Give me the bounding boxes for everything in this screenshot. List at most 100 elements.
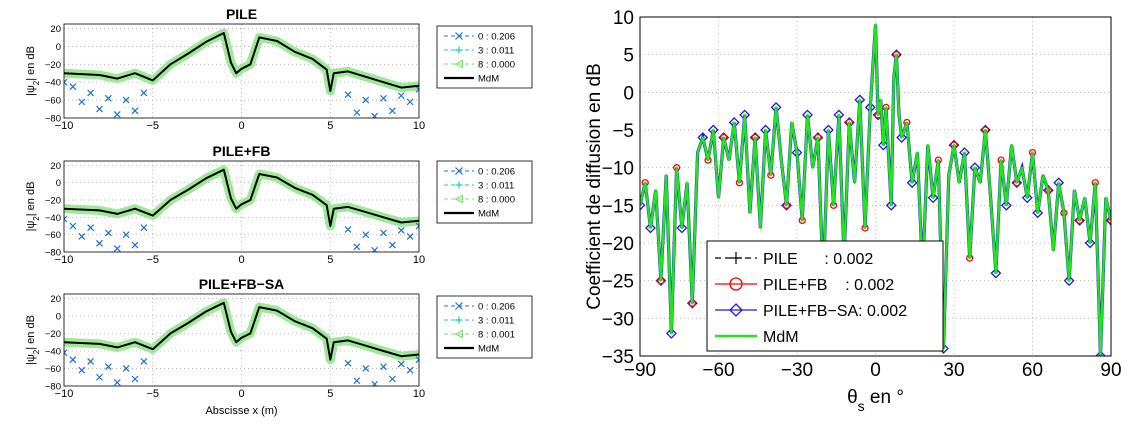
- legend-box: [706, 240, 944, 352]
- legend-marker: [455, 46, 463, 54]
- diamond-marker: [885, 199, 897, 211]
- y-tick-label: −80: [45, 382, 61, 393]
- x-tick-label: −60: [702, 360, 734, 381]
- series-0-marker: [113, 245, 121, 252]
- series-0-marker: [131, 241, 139, 249]
- legend-label: MdM: [763, 329, 799, 346]
- series-0-marker: [353, 243, 361, 251]
- series-0-marker: [380, 229, 387, 237]
- series-0-marker: [113, 379, 121, 386]
- y-tick-label: 20: [50, 161, 61, 172]
- y-tick-label: −35: [602, 347, 634, 368]
- x-tick-label: 30: [943, 360, 964, 381]
- series-0-marker: [96, 105, 103, 113]
- diamond-marker: [1063, 275, 1075, 287]
- diamond-marker: [906, 177, 918, 189]
- series-0-marker: [64, 78, 68, 86]
- x-tick-label: 5: [327, 388, 333, 400]
- series-0-marker: [140, 89, 148, 97]
- plot-area: [64, 298, 419, 386]
- series-0-marker: [362, 231, 370, 239]
- legend-label: 8 : 0.001: [478, 330, 515, 341]
- x-tick-label: 10: [413, 254, 425, 266]
- series-0-marker: [96, 239, 103, 247]
- y-tick-label: −40: [45, 213, 61, 224]
- legend-label: PILE+FB−SA: 0.002: [763, 303, 907, 320]
- legend-marker: [729, 277, 743, 291]
- series-mdm-line: [640, 23, 1111, 356]
- y-tick-label: 20: [50, 294, 61, 305]
- x-tick-label: −5: [146, 388, 159, 400]
- diamond-marker: [927, 192, 939, 204]
- y-tick-label: 0: [623, 83, 634, 104]
- legend-label: 8 : 0.000: [478, 195, 515, 206]
- x-tick-label: 5: [327, 120, 333, 132]
- legend-marker: [454, 194, 464, 204]
- panel-title: PILE+FB: [213, 143, 271, 159]
- x-tick-label: 0: [870, 360, 881, 381]
- x-tick-label: −30: [781, 360, 813, 381]
- series-0-marker: [78, 98, 86, 106]
- series-0-marker: [406, 366, 414, 374]
- y-tick-label: 20: [50, 24, 61, 35]
- series-0-marker: [380, 363, 387, 371]
- x-tick-label: 0: [238, 120, 244, 132]
- legend-label: 8 : 0.000: [478, 60, 515, 71]
- series-0-marker: [388, 241, 396, 249]
- legend-label: 3 : 0.011: [478, 316, 514, 327]
- legend-label: 0 : 0.206: [478, 32, 515, 43]
- x-tick-label: 0: [238, 254, 244, 266]
- x-tick-label: 5: [327, 254, 333, 266]
- y-axis-label: |ψ2| en dB: [25, 315, 41, 365]
- series-0-marker: [78, 232, 86, 240]
- y-axis-label: |ψ2| en dB: [25, 46, 41, 96]
- y-tick-label: −40: [45, 346, 61, 357]
- series-0-marker: [388, 107, 396, 115]
- panel-1: −10 −5 0 5 10 20 0 −20 −40 −60 −80 PILE |ψ2| en dB 0 …: [25, 6, 533, 132]
- series-8-band: [64, 28, 419, 96]
- y-tick-label: −20: [602, 234, 634, 255]
- y-tick-label: −60: [45, 364, 61, 375]
- panel-scattering: −90 −60 −30 0 30 60 90 10 5 0 −5 −10 −15 −20 −25 −30 −35…: [584, 8, 1122, 414]
- y-tick-label: −40: [45, 78, 61, 89]
- panel-title: PILE+FB−SA: [199, 276, 285, 292]
- series-0-marker: [371, 246, 379, 252]
- axes-box: [63, 293, 420, 387]
- legend-label: 3 : 0.011: [478, 46, 514, 57]
- diamond-marker: [877, 139, 889, 151]
- x-tick-label: −5: [146, 120, 159, 132]
- diamond-marker: [676, 222, 688, 234]
- series-0-marker: [104, 229, 112, 237]
- series-0-marker: [362, 365, 370, 372]
- series-0-marker: [87, 89, 95, 97]
- series-0-marker: [140, 358, 148, 365]
- series-0-marker: [69, 356, 77, 364]
- series-0-marker: [406, 98, 414, 106]
- diamond-marker: [640, 199, 646, 211]
- legend-label: 3 : 0.011: [478, 181, 514, 192]
- y-tick-label: 0: [56, 42, 61, 53]
- panel-title: PILE: [226, 6, 257, 22]
- series-0-marker: [371, 112, 379, 118]
- series-0-marker: [113, 110, 121, 118]
- y-tick-label: −80: [45, 248, 61, 259]
- x-tick-label: 10: [413, 388, 425, 400]
- x-tick-label: 60: [1022, 360, 1043, 381]
- y-tick-label: −25: [602, 272, 634, 293]
- series-0-marker: [131, 375, 139, 383]
- legend-marker: [730, 252, 742, 264]
- y-tick-label: −30: [602, 309, 634, 330]
- x-tick-label: 90: [1100, 360, 1121, 381]
- diamond-marker: [1021, 192, 1033, 204]
- series-8-band: [64, 298, 419, 365]
- series-0-marker: [69, 222, 77, 230]
- legend-marker: [455, 167, 463, 175]
- y-axis-label: Coefficient de diffusion en dB: [584, 63, 605, 309]
- series-0-marker: [397, 92, 405, 100]
- series-0-marker: [362, 96, 370, 104]
- diamond-marker: [645, 222, 656, 234]
- series-0-marker: [371, 380, 379, 386]
- diamond-marker: [990, 267, 1002, 279]
- series-mdm-line: [64, 301, 419, 361]
- series-mdm-line: [64, 32, 419, 93]
